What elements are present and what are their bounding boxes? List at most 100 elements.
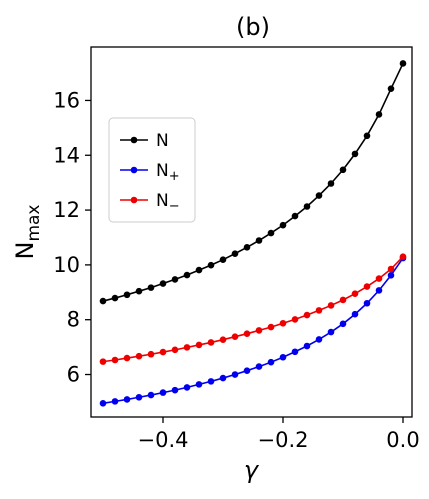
data-point <box>303 342 311 350</box>
data-point <box>123 291 131 299</box>
data-point <box>159 280 167 287</box>
data-point <box>147 391 155 399</box>
legend-marker <box>130 136 138 144</box>
data-point <box>279 319 287 327</box>
data-point <box>375 111 383 118</box>
y-tick-label: 6 <box>67 363 80 387</box>
data-point <box>183 344 191 351</box>
data-point <box>279 221 287 229</box>
series-layer <box>99 60 407 407</box>
data-point <box>351 290 359 297</box>
data-point <box>99 297 107 305</box>
data-point <box>231 250 239 257</box>
data-point <box>387 85 395 92</box>
data-point <box>195 341 203 349</box>
data-point <box>243 330 251 337</box>
data-point <box>195 266 203 274</box>
data-point <box>303 203 311 210</box>
data-point <box>351 150 359 158</box>
y-axis-label-main: N <box>11 242 39 260</box>
data-point <box>207 378 215 385</box>
legend-entry: N+ <box>120 161 180 184</box>
data-point <box>207 261 215 269</box>
data-point <box>171 386 179 394</box>
data-point <box>375 275 383 282</box>
x-tick-label: −0.2 <box>258 428 309 452</box>
series-n-minus <box>99 253 407 365</box>
data-point <box>171 276 179 283</box>
legend-entry: N− <box>120 191 180 214</box>
data-point <box>123 396 131 403</box>
data-point <box>363 299 371 307</box>
data-point <box>183 384 191 391</box>
data-point <box>159 348 167 356</box>
y-tick-label: 12 <box>53 198 80 222</box>
data-point <box>327 180 335 187</box>
data-point <box>135 393 143 401</box>
data-point <box>279 353 287 361</box>
data-point <box>267 323 275 331</box>
data-point <box>315 307 323 314</box>
y-axis-label-sub: max <box>24 205 44 242</box>
chart-title: (b) <box>236 13 270 41</box>
x-tick-label: 0.0 <box>386 428 419 452</box>
data-point <box>207 339 215 346</box>
data-point <box>99 358 107 365</box>
y-tick-label: 10 <box>53 253 80 277</box>
data-point <box>315 192 323 199</box>
data-point <box>111 398 119 405</box>
data-point <box>219 374 227 382</box>
data-point <box>135 287 143 295</box>
data-point <box>291 316 299 323</box>
y-tick-label: 16 <box>53 88 80 112</box>
data-point <box>147 284 155 291</box>
data-point <box>243 244 251 251</box>
data-point <box>399 253 407 260</box>
data-point <box>147 350 155 358</box>
data-point <box>291 348 299 356</box>
data-point <box>135 352 143 360</box>
data-point <box>231 371 239 378</box>
data-point <box>267 229 275 237</box>
legend-label: N <box>156 131 169 151</box>
data-point <box>123 354 131 362</box>
series-n-plus <box>99 254 407 407</box>
legend-frame <box>108 117 196 223</box>
y-axis-label: Nmax <box>11 205 44 260</box>
data-point <box>375 287 383 294</box>
data-point <box>171 346 179 354</box>
data-point <box>159 389 167 396</box>
data-point <box>291 212 299 220</box>
y-tick-label: 8 <box>67 308 80 332</box>
data-point <box>339 296 347 304</box>
legend-marker <box>130 166 138 174</box>
data-point <box>387 265 395 273</box>
data-point <box>387 272 395 279</box>
plot-frame <box>90 46 413 418</box>
legend-marker <box>130 196 138 204</box>
legend: N N+ N− <box>108 117 196 223</box>
y-tick-label: 14 <box>53 143 80 167</box>
data-point <box>255 327 263 334</box>
data-point <box>219 256 227 263</box>
data-point <box>195 381 203 388</box>
data-point <box>231 333 239 340</box>
data-point <box>255 237 263 244</box>
data-point <box>327 328 335 336</box>
y-axis: 6 8 10 12 14 16 <box>53 88 91 387</box>
data-point <box>399 60 407 67</box>
plot-area <box>90 46 413 418</box>
data-point <box>219 336 227 344</box>
data-point <box>351 310 359 318</box>
data-point <box>363 132 371 140</box>
data-point <box>255 363 263 370</box>
legend-label: N− <box>156 191 180 214</box>
data-point <box>267 358 275 366</box>
data-point <box>243 367 251 374</box>
data-point <box>339 166 347 174</box>
x-tick-label: −0.4 <box>138 428 189 452</box>
data-point <box>303 311 311 319</box>
data-point <box>363 283 371 290</box>
data-point <box>99 399 107 407</box>
